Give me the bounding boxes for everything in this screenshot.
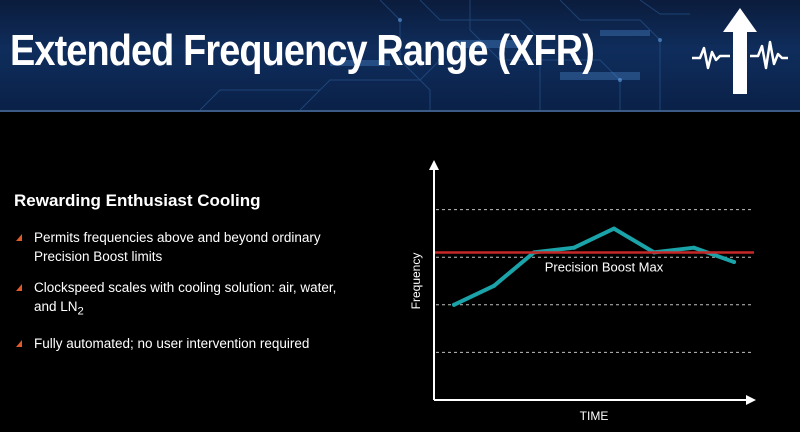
frequency-data-point	[612, 226, 616, 231]
bullet-list: Permits frequencies above and beyond ord…	[14, 228, 344, 365]
xfr-arrow-waveform-icon	[692, 8, 788, 94]
frequency-data-point	[692, 245, 696, 250]
section-subtitle: Rewarding Enthusiast Cooling	[14, 191, 261, 210]
slide-title: Extended Frequency Range (XFR)	[10, 26, 595, 75]
frequency-data-point	[572, 245, 576, 250]
bullet-triangle-icon	[16, 284, 22, 291]
precision-boost-max-label: Precision Boost Max	[545, 259, 664, 274]
y-axis-arrowhead	[429, 160, 439, 170]
bullet-item: Clockspeed scales with cooling solution:…	[14, 278, 344, 322]
slide-header: Extended Frequency Range (XFR)	[0, 0, 800, 110]
circuit-background	[199, 0, 690, 110]
x-axis-label: TIME	[580, 409, 609, 423]
bullet-text: Clockspeed scales with cooling solution:…	[34, 278, 344, 322]
bullet-text: Permits frequencies above and beyond ord…	[34, 230, 321, 264]
frequency-data-point	[452, 302, 456, 307]
bullet-text: Fully automated; no user intervention re…	[34, 335, 310, 351]
frequency-data-point	[732, 260, 736, 264]
frequency-chart: Precision Boost Max TIME Frequency	[409, 160, 756, 423]
frequency-series-line	[452, 226, 736, 307]
bullet-item: Fully automated; no user intervention re…	[14, 334, 344, 353]
bullet-subscript: 2	[77, 305, 84, 318]
bullet-text-main: Clockspeed scales with cooling solution:…	[34, 280, 337, 314]
x-axis-arrowhead	[746, 395, 756, 405]
y-axis-label: Frequency	[409, 253, 423, 310]
bullet-triangle-icon	[16, 234, 22, 241]
frequency-data-point	[492, 283, 496, 288]
bullet-item: Permits frequencies above and beyond ord…	[14, 228, 344, 266]
bullet-triangle-icon	[16, 339, 22, 347]
header-divider	[0, 110, 800, 112]
